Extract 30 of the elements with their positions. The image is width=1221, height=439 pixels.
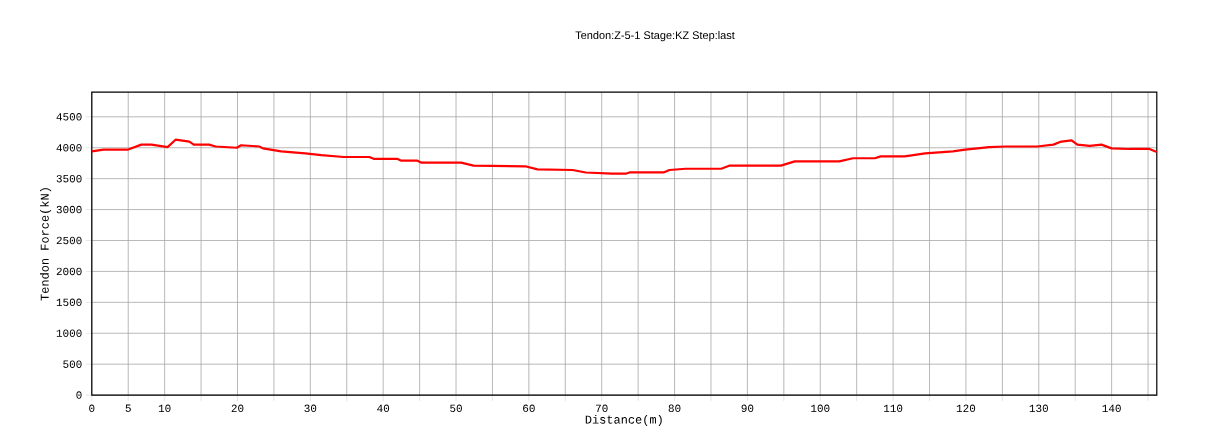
x-tick-label: 140 bbox=[1102, 404, 1121, 413]
x-tick-label: 110 bbox=[884, 404, 903, 413]
x-axis-title: Distance(m) bbox=[585, 414, 662, 427]
y-tick-label: 500 bbox=[63, 360, 82, 368]
x-tick-label: 90 bbox=[741, 404, 754, 413]
y-tick-label: 1000 bbox=[56, 329, 82, 337]
x-tick-label: 80 bbox=[668, 404, 681, 413]
x-tick-label: 30 bbox=[304, 404, 317, 413]
x-tick-label: 100 bbox=[811, 404, 830, 413]
x-tick-label: 40 bbox=[377, 404, 390, 413]
x-tick-label: 60 bbox=[523, 404, 535, 413]
y-axis-title: Tendon Force(kN) bbox=[40, 188, 52, 301]
line-series bbox=[91, 138, 1157, 175]
x-tick-label: 0 bbox=[89, 404, 95, 413]
chart-title: Tendon:Z-5-1 Stage:KZ Step:last bbox=[575, 31, 735, 42]
x-tick-label: 10 bbox=[158, 404, 171, 413]
x-tick-label: 70 bbox=[595, 404, 608, 413]
x-tick-label: 120 bbox=[956, 404, 976, 413]
y-tick-label: 3000 bbox=[56, 205, 82, 214]
x-tick-label: 130 bbox=[1029, 404, 1048, 413]
y-tick-label: 0 bbox=[76, 391, 82, 399]
y-tick-label: 4500 bbox=[56, 113, 82, 121]
x-tick-label: 20 bbox=[231, 404, 244, 413]
y-tick-label: 4000 bbox=[56, 144, 82, 152]
y-tick-label: 2500 bbox=[56, 236, 82, 245]
x-tick-label: 50 bbox=[450, 404, 462, 413]
y-tick-label: 1500 bbox=[56, 298, 82, 307]
x-tick-label: 5 bbox=[125, 404, 131, 412]
y-tick-label: 3500 bbox=[56, 174, 82, 183]
y-tick-label: 2000 bbox=[56, 267, 82, 276]
